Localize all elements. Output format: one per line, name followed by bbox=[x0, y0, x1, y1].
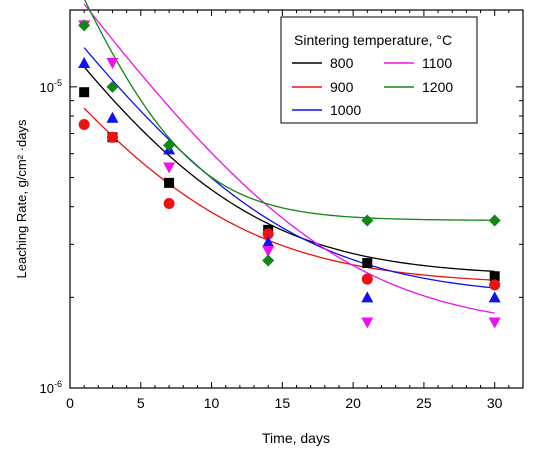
marker-diamond bbox=[488, 214, 501, 227]
marker-triangle-down bbox=[488, 317, 501, 329]
marker-square bbox=[362, 258, 373, 269]
y-axis-ticks: 10-6 10-5 bbox=[40, 78, 523, 396]
marker-triangle-down bbox=[262, 246, 275, 258]
fit-curve-900 bbox=[83, 107, 495, 281]
marker-diamond bbox=[262, 254, 275, 267]
marker-triangle-up bbox=[106, 111, 119, 123]
marker-square bbox=[164, 177, 175, 188]
marker-triangle-down bbox=[106, 58, 119, 70]
marker-triangle-up bbox=[361, 291, 374, 303]
fit-curve-800 bbox=[83, 66, 495, 273]
marker-square bbox=[79, 87, 90, 98]
y-axis-label: Leaching Rate, g/cm² ·days bbox=[14, 119, 29, 278]
fit-curve-1200 bbox=[83, 0, 495, 221]
marker-diamond bbox=[163, 139, 176, 152]
marker-circle bbox=[78, 118, 90, 130]
fit-curves bbox=[83, 0, 495, 314]
marker-triangle-up bbox=[262, 236, 275, 248]
legend: Sintering temperature, °C 800 900 1000 1100… bbox=[280, 16, 478, 124]
marker-circle bbox=[106, 131, 118, 143]
legend-box bbox=[280, 16, 478, 124]
marker-diamond bbox=[78, 19, 91, 32]
legend-label-800: 800 bbox=[330, 55, 354, 71]
y-tick-label: 10-5 bbox=[40, 78, 62, 95]
x-axis-label: Time, days bbox=[262, 430, 330, 446]
y-tick-label: 10-6 bbox=[40, 379, 62, 396]
fit-curve-1100 bbox=[83, 3, 495, 314]
legend-label-1000: 1000 bbox=[330, 102, 361, 118]
marker-circle bbox=[361, 273, 373, 285]
fit-curve-1000 bbox=[83, 47, 495, 289]
marker-diamond bbox=[361, 214, 374, 227]
marker-triangle-up bbox=[78, 57, 91, 69]
x-tick-label: 25 bbox=[416, 395, 432, 411]
marker-triangle-down bbox=[163, 162, 176, 174]
x-tick-label: 15 bbox=[275, 395, 291, 411]
x-tick-label: 30 bbox=[487, 395, 503, 411]
x-tick-label: 20 bbox=[345, 395, 361, 411]
x-tick-label: 5 bbox=[137, 395, 145, 411]
legend-entries: 800 900 1000 1100 1200 bbox=[292, 55, 453, 118]
marker-diamond bbox=[106, 80, 119, 93]
x-tick-label: 0 bbox=[66, 395, 74, 411]
marker-triangle-down bbox=[361, 317, 374, 329]
marker-triangle-up bbox=[488, 291, 501, 303]
legend-label-900: 900 bbox=[330, 79, 354, 95]
marker-circle bbox=[262, 228, 274, 240]
legend-title: Sintering temperature, °C bbox=[294, 32, 452, 48]
marker-circle bbox=[489, 279, 501, 291]
data-markers bbox=[78, 19, 501, 329]
marker-square bbox=[489, 271, 500, 282]
x-tick-label: 10 bbox=[204, 395, 220, 411]
legend-label-1200: 1200 bbox=[422, 79, 453, 95]
marker-circle bbox=[163, 197, 175, 209]
legend-label-1100: 1100 bbox=[422, 55, 452, 71]
